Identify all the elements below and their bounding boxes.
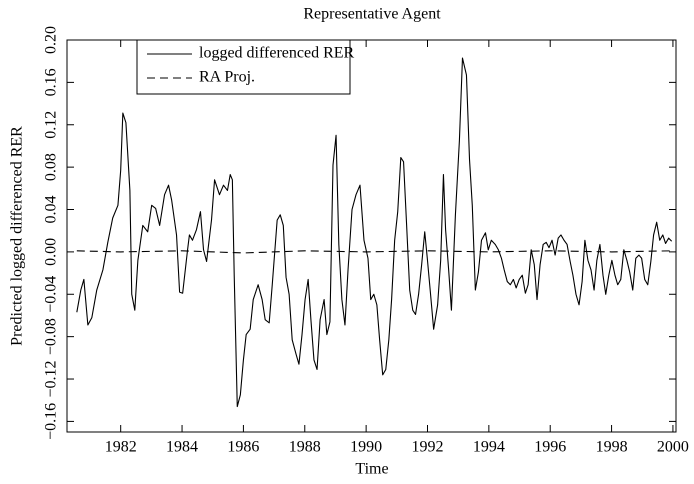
y-tick-label: −0.12 [43,361,60,398]
plot-frame [66,39,677,433]
x-tick-label: 1998 [596,439,628,456]
x-axis-label: Time [355,461,388,478]
legend-label: RA Proj. [199,69,255,86]
y-tick-label: −0.16 [43,403,60,440]
x-tick-label: 1982 [105,439,137,456]
chart-title: Representative Agent [303,6,441,23]
legend-label: logged differenced RER [199,45,355,62]
y-tick-label: −0.08 [43,318,60,355]
y-tick-label: 0.16 [43,68,60,96]
x-tick-label: 1992 [411,439,443,456]
y-tick-label: −0.04 [43,276,60,313]
x-tick-label: 1988 [289,439,321,456]
legend-box [136,39,351,95]
y-tick-label: 0.04 [43,196,60,224]
y-tick-label: 0.00 [43,238,60,266]
series-line [76,57,673,408]
y-tick-label: 0.20 [43,26,60,54]
series-line [76,250,672,254]
x-tick-label: 1986 [227,439,259,456]
x-tick-label: 1984 [166,439,198,456]
y-tick-label: 0.12 [43,111,60,139]
y-axis-label: Predicted logged differenced RER [9,126,26,346]
x-tick-label: 1990 [350,439,382,456]
x-tick-label: 1996 [534,439,566,456]
x-tick-label: 2000 [657,439,689,456]
x-tick-label: 1994 [473,439,505,456]
y-tick-label: 0.08 [43,153,60,181]
